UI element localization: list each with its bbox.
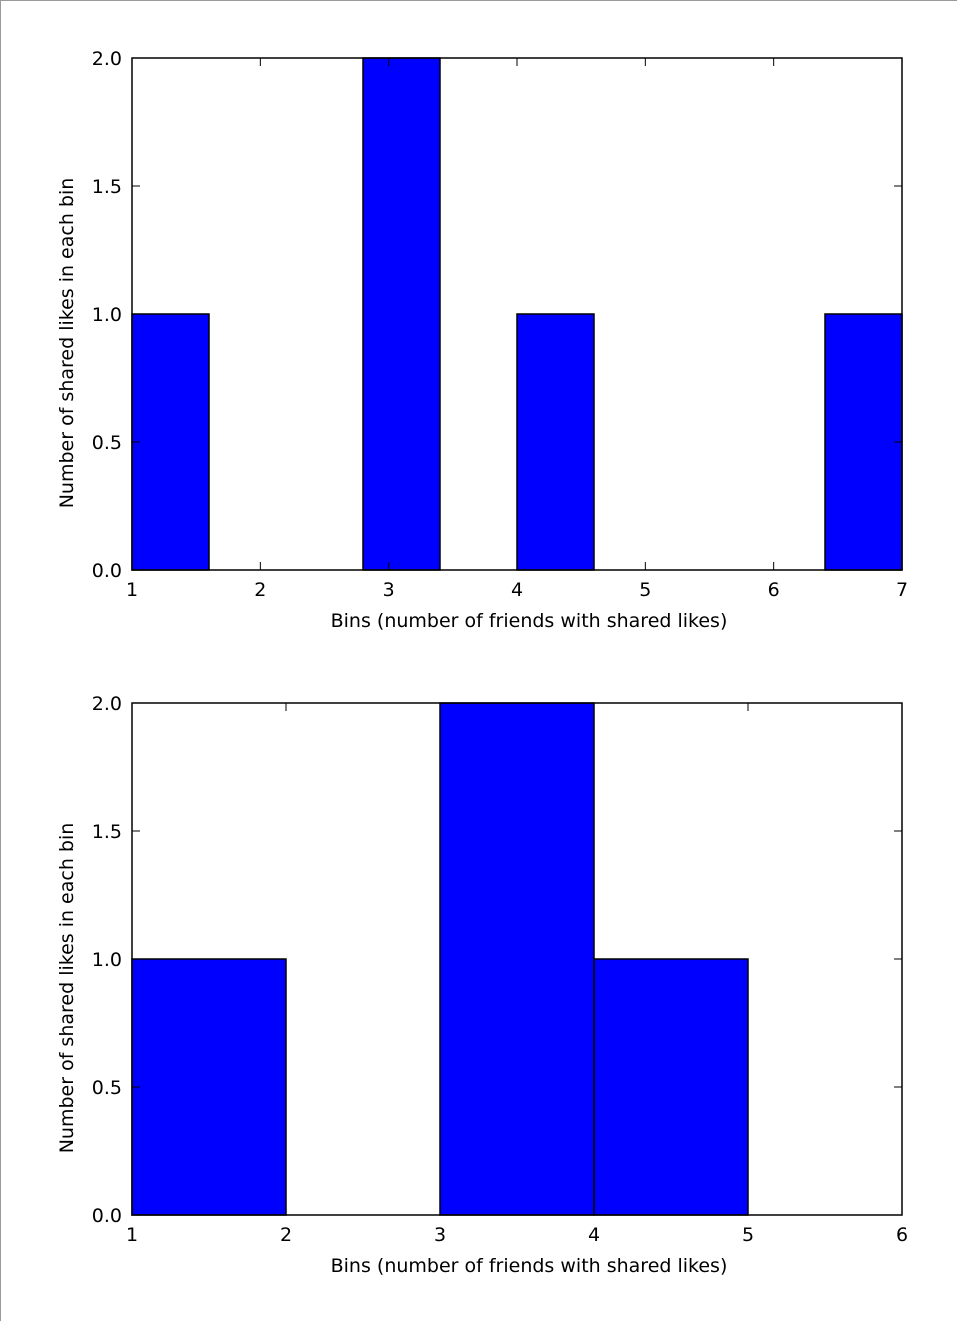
x-tick-label: 6 (896, 1224, 908, 1246)
x-tick-label: 6 (768, 579, 780, 601)
x-tick-label: 4 (588, 1224, 600, 1246)
bar-1 (131, 958, 287, 1216)
y-tick-label: 1.0 (92, 949, 122, 971)
y-tick-label: 0.5 (92, 432, 122, 454)
x-tick-label: 2 (254, 579, 266, 601)
y-tick-label: 0.0 (92, 560, 122, 582)
y-tick-label: 0.0 (92, 1205, 122, 1227)
x-tick-label: 7 (896, 579, 908, 601)
y-tick-label: 2.0 (92, 693, 122, 715)
bar-2 (362, 57, 441, 571)
bar-3 (516, 313, 595, 571)
x-tick-label: 5 (639, 579, 651, 601)
y-tick-label: 2.0 (92, 48, 122, 70)
x-tick-label: 3 (383, 579, 395, 601)
x-tick-label: 4 (511, 579, 523, 601)
x-tick-label: 3 (434, 1224, 446, 1246)
y-tick-label: 1.0 (92, 304, 122, 326)
x-axis-title: Bins (number of friends with shared like… (331, 610, 728, 632)
x-tick-label: 1 (126, 1224, 138, 1246)
y-tick-label: 0.5 (92, 1077, 122, 1099)
bar-3 (593, 958, 749, 1216)
bar-4 (824, 313, 903, 571)
chart-1: 1 2 3 4 5 6 7 0.0 0.5 1.0 1.5 2.0 Bins (number of fr… (56, 48, 908, 632)
y-axis-title: Number of shared likes in each bin (56, 178, 78, 509)
bar-1 (131, 313, 210, 571)
y-tick-label: 1.5 (92, 176, 122, 198)
x-axis-title: Bins (number of friends with shared like… (331, 1255, 728, 1277)
y-tick-label: 1.5 (92, 821, 122, 843)
x-tick-label: 1 (126, 579, 138, 601)
y-axis-title: Number of shared likes in each bin (56, 823, 78, 1154)
x-tick-label: 5 (742, 1224, 754, 1246)
bar-2 (439, 702, 595, 1216)
chart-2: 1 2 3 4 5 6 0.0 0.5 1.0 1.5 2.0 Bins (number of fri… (56, 693, 908, 1277)
x-tick-label: 2 (280, 1224, 292, 1246)
